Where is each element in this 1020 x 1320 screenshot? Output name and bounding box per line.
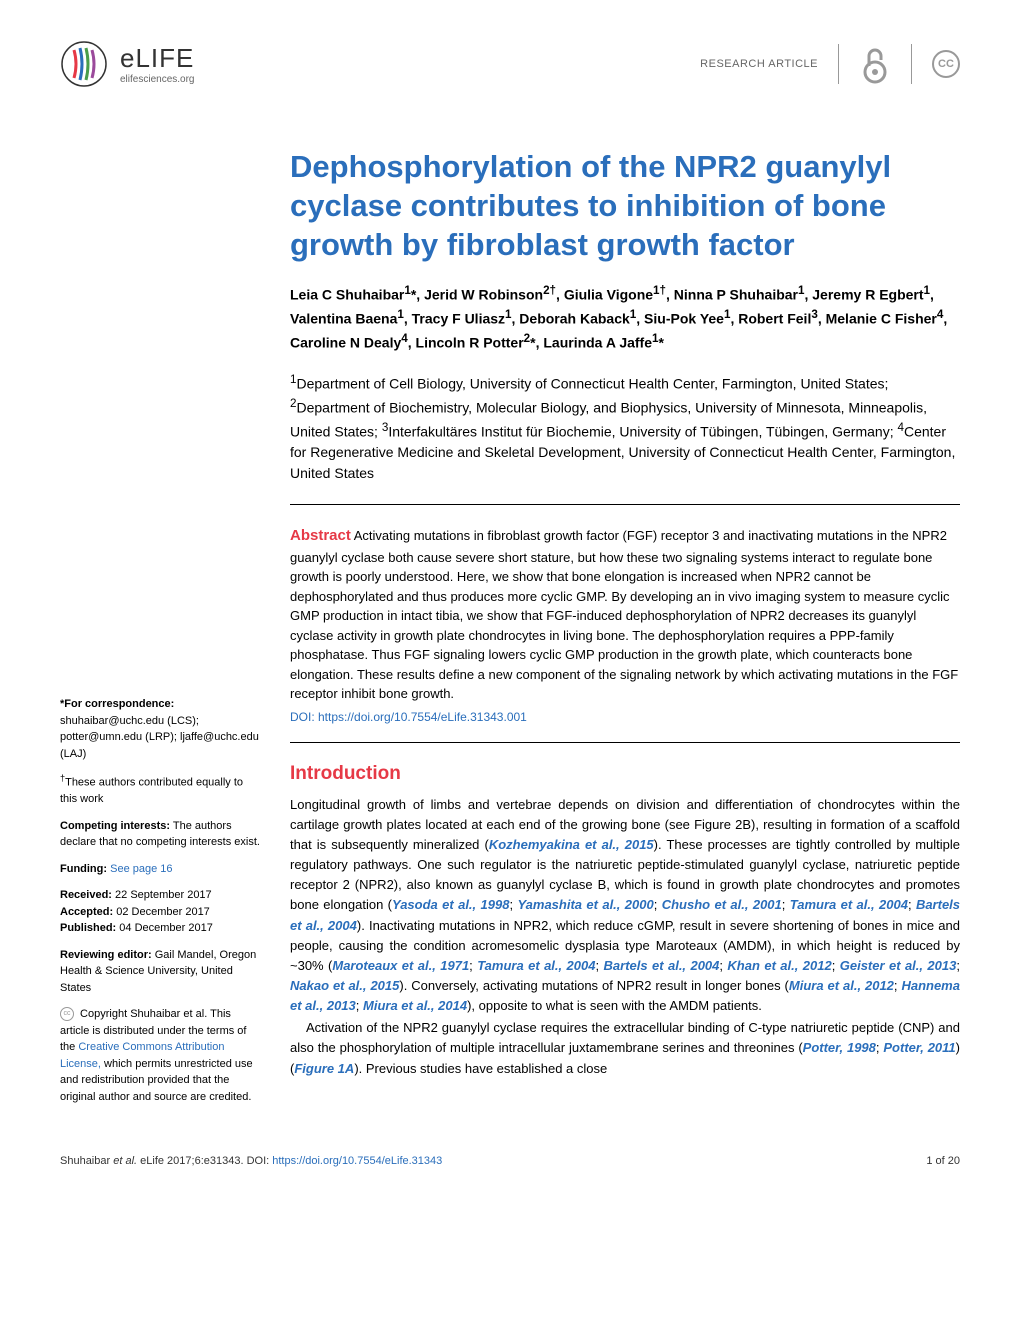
reference-link[interactable]: Yasoda et al., 1998: [392, 897, 509, 912]
logo-subtext[interactable]: elifesciences.org: [120, 74, 194, 85]
reviewing-editor: Reviewing editor: Gail Mandel, Oregon He…: [60, 947, 260, 997]
page-footer: Shuhaibar et al. eLife 2017;6:e31343. DO…: [60, 1145, 960, 1167]
abstract-doi-link[interactable]: DOI: https://doi.org/10.7554/eLife.31343…: [290, 710, 527, 724]
logo-text-wrap: eLIFE elifesciences.org: [120, 43, 194, 85]
equal-contribution: †These authors contributed equally to th…: [60, 772, 260, 808]
funding-link[interactable]: See page 16: [110, 863, 172, 875]
abstract-label: Abstract: [290, 527, 351, 544]
reference-link[interactable]: Khan et al., 2012: [727, 958, 831, 973]
reference-link[interactable]: Tamura et al., 2004: [477, 958, 595, 973]
footer-doi-link[interactable]: https://doi.org/10.7554/eLife.31343: [272, 1155, 442, 1167]
competing-interests: Competing interests: The authors declare…: [60, 818, 260, 851]
reference-link[interactable]: Geister et al., 2013: [840, 958, 957, 973]
reference-link[interactable]: Kozhemyakina et al., 2015: [489, 837, 654, 852]
article-title: Dephosphorylation of the NPR2 guanylyl c…: [290, 148, 960, 264]
correspondence-block: *For correspondence: shuhaibar@uchc.edu …: [60, 696, 260, 762]
open-access-icon: [859, 44, 891, 84]
sidebar: *For correspondence: shuhaibar@uchc.edu …: [60, 148, 260, 1115]
affiliations: 1Department of Cell Biology, University …: [290, 371, 960, 484]
copyright-block: cc Copyright Shuhaibar et al. This artic…: [60, 1006, 260, 1105]
footer-citation: Shuhaibar et al. eLife 2017;6:e31343. DO…: [60, 1155, 442, 1167]
main-content: *For correspondence: shuhaibar@uchc.edu …: [60, 148, 960, 1115]
section-divider: [290, 742, 960, 743]
divider: [911, 44, 912, 84]
reference-link[interactable]: Potter, 2011: [883, 1040, 955, 1055]
correspondence-label: *For correspondence:: [60, 698, 174, 710]
intro-paragraph-2: Activation of the NPR2 guanylyl cyclase …: [290, 1018, 960, 1078]
funding: Funding: See page 16: [60, 861, 260, 878]
abstract-text: Activating mutations in fibroblast growt…: [290, 528, 958, 701]
logo-text: eLIFE: [120, 43, 194, 74]
introduction-body: Longitudinal growth of limbs and vertebr…: [290, 795, 960, 1079]
figure-link[interactable]: Figure 1A: [294, 1061, 354, 1076]
logo-section: eLIFE elifesciences.org: [60, 40, 194, 88]
page-header: eLIFE elifesciences.org RESEARCH ARTICLE…: [60, 40, 960, 88]
article-content: Dephosphorylation of the NPR2 guanylyl c…: [290, 148, 960, 1115]
reference-link[interactable]: Nakao et al., 2015: [290, 978, 399, 993]
reference-link[interactable]: Yamashita et al., 2000: [517, 897, 653, 912]
intro-paragraph-1: Longitudinal growth of limbs and vertebr…: [290, 795, 960, 1017]
cc-license-icon: CC: [932, 50, 960, 78]
reference-link[interactable]: Tamura et al., 2004: [790, 897, 908, 912]
abstract-block: Abstract Activating mutations in fibrobl…: [290, 525, 960, 704]
reference-link[interactable]: Maroteaux et al., 1971: [332, 958, 469, 973]
introduction-heading: Introduction: [290, 763, 960, 785]
header-right: RESEARCH ARTICLE CC: [700, 44, 960, 84]
divider: [838, 44, 839, 84]
page-number: 1 of 20: [926, 1155, 960, 1167]
reference-link[interactable]: Bartels et al., 2004: [604, 958, 720, 973]
correspondence-text: shuhaibar@uchc.edu (LCS); potter@umn.edu…: [60, 715, 259, 760]
dates-block: Received: 22 September 2017 Accepted: 02…: [60, 887, 260, 937]
authors-list: Leia C Shuhaibar1*, Jerid W Robinson2†, …: [290, 282, 960, 353]
section-divider: [290, 504, 960, 505]
cc-small-icon: cc: [60, 1007, 74, 1021]
elife-logo-icon: [60, 40, 108, 88]
article-type: RESEARCH ARTICLE: [700, 58, 818, 70]
reference-link[interactable]: Miura et al., 2014: [363, 998, 467, 1013]
reference-link[interactable]: Chusho et al., 2001: [662, 897, 782, 912]
reference-link[interactable]: Potter, 1998: [803, 1040, 876, 1055]
reference-link[interactable]: Miura et al., 2012: [789, 978, 894, 993]
